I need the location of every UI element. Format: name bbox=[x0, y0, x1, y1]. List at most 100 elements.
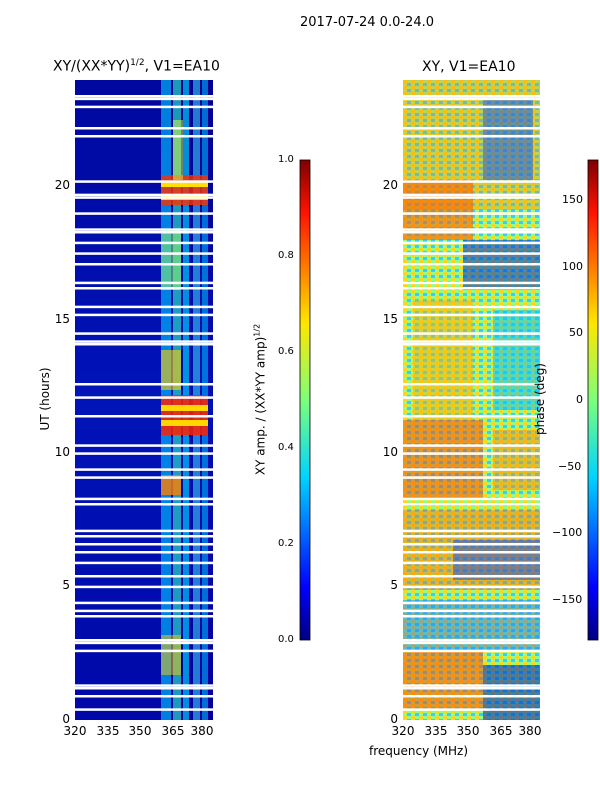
amp-cb-tick-4: 0.8 bbox=[278, 250, 294, 261]
phase-cb-tick-m100: −100 bbox=[552, 526, 583, 539]
flagged-row-24 bbox=[75, 396, 213, 399]
amp-colorbar-label-text: XY amp. / (XX*YY amp) bbox=[253, 336, 268, 476]
flagged-row-6 bbox=[403, 639, 540, 642]
flagged-row-14 bbox=[403, 543, 540, 546]
flagged-row-38 bbox=[403, 212, 540, 215]
flagged-row-15 bbox=[75, 535, 213, 538]
flagged-row-9 bbox=[403, 601, 540, 605]
flagged-row-44 bbox=[403, 105, 540, 109]
flagged-row-31 bbox=[75, 287, 213, 290]
flagged-row-41 bbox=[403, 180, 540, 183]
phase-cb-tick-0: 0 bbox=[576, 393, 583, 406]
flagged-row-35 bbox=[75, 241, 213, 245]
flagged-row-46 bbox=[75, 95, 213, 98]
right-y-tick-0: 0 bbox=[390, 712, 398, 726]
flagged-row-28 bbox=[75, 332, 213, 335]
flagged-row-26 bbox=[75, 343, 213, 346]
flagged-row-36 bbox=[403, 231, 540, 234]
suptitle: 2017-07-24 0.0-24.0 bbox=[300, 15, 434, 30]
left-title-main: XY/(XX*YY) bbox=[53, 58, 131, 75]
left-y-tick-15: 15 bbox=[54, 312, 70, 326]
amp-colorbar bbox=[299, 159, 311, 641]
left-y-tick-10: 10 bbox=[54, 445, 70, 459]
flagged-row-27 bbox=[75, 340, 213, 343]
flagged-row-5 bbox=[75, 641, 213, 645]
flagged-row-19 bbox=[75, 476, 213, 479]
right-y-tick-20: 20 bbox=[382, 178, 398, 192]
flagged-row-31 bbox=[403, 287, 540, 290]
right-x-tick-320: 320 bbox=[391, 724, 415, 738]
flagged-row-4 bbox=[75, 649, 213, 653]
flagged-row-1 bbox=[75, 695, 213, 698]
flagged-row-26 bbox=[403, 343, 540, 346]
flagged-row-13 bbox=[75, 551, 213, 554]
left-chart-title: XY/(XX*YY)1/2, V1=EA10 bbox=[53, 58, 220, 75]
left-y-tick-5: 5 bbox=[62, 578, 70, 592]
flagged-row-37 bbox=[75, 228, 213, 231]
flagged-row-42 bbox=[75, 135, 213, 138]
right-heatmap bbox=[403, 80, 540, 720]
flagged-row-11 bbox=[403, 575, 540, 578]
flagged-row-20 bbox=[75, 468, 213, 471]
amp-colorbar-label: XY amp. / (XX*YY amp)1/2 bbox=[253, 300, 268, 500]
left-x-tick-365: 365 bbox=[161, 724, 185, 738]
flagged-row-0 bbox=[75, 708, 213, 711]
flagged-row-28 bbox=[403, 332, 540, 335]
right-x-tick-380: 380 bbox=[518, 724, 542, 738]
flagged-row-23 bbox=[75, 415, 213, 418]
flagged-row-0 bbox=[403, 708, 540, 711]
phase-colorbar bbox=[587, 159, 599, 641]
flagged-row-22 bbox=[403, 444, 540, 447]
left-x-tick-320: 320 bbox=[63, 724, 87, 738]
flagged-row-32 bbox=[403, 281, 540, 285]
flagged-row-29 bbox=[75, 313, 213, 317]
flagged-row-7 bbox=[75, 615, 213, 618]
flagged-row-41 bbox=[75, 180, 213, 183]
amp-cb-tick-5: 1.0 bbox=[278, 154, 294, 165]
phase-cb-tick-m150: −150 bbox=[552, 593, 583, 606]
flagged-row-7 bbox=[403, 615, 540, 618]
flagged-row-30 bbox=[403, 305, 540, 309]
amp-colorbar-label-sup: 1/2 bbox=[252, 323, 262, 337]
left-y-tick-0: 0 bbox=[62, 712, 70, 726]
left-heatmap bbox=[75, 80, 213, 720]
flagged-row-2 bbox=[403, 687, 540, 690]
amp-cb-tick-0: 0.0 bbox=[278, 634, 294, 645]
flagged-row-4 bbox=[403, 649, 540, 653]
phase-cb-tick-100: 100 bbox=[562, 260, 583, 273]
right-flagged-rows bbox=[403, 95, 540, 711]
flagged-row-3 bbox=[75, 684, 213, 687]
right-y-tick-15: 15 bbox=[382, 312, 398, 326]
flagged-row-29 bbox=[403, 313, 540, 317]
flagged-row-11 bbox=[75, 575, 213, 578]
right-x-tick-365: 365 bbox=[489, 724, 513, 738]
flagged-row-3 bbox=[403, 684, 540, 687]
right-chart-title: XY, V1=EA10 bbox=[422, 59, 516, 75]
flagged-row-22 bbox=[75, 444, 213, 447]
left-y-tick-20: 20 bbox=[54, 178, 70, 192]
flagged-row-34 bbox=[75, 252, 213, 255]
flagged-row-45 bbox=[403, 97, 540, 101]
flagged-row-25 bbox=[75, 383, 213, 386]
flagged-row-12 bbox=[403, 561, 540, 565]
phase-colorbar-label: phase (deg) bbox=[533, 363, 547, 436]
amp-cb-tick-3: 0.6 bbox=[278, 346, 294, 357]
flagged-row-38 bbox=[75, 212, 213, 215]
flagged-row-6 bbox=[75, 639, 213, 642]
flagged-row-39 bbox=[75, 196, 213, 199]
flagged-row-23 bbox=[403, 415, 540, 418]
flagged-row-27 bbox=[403, 340, 540, 343]
flagged-row-15 bbox=[403, 535, 540, 538]
flagged-row-35 bbox=[403, 241, 540, 245]
flagged-row-5 bbox=[403, 641, 540, 645]
flagged-row-36 bbox=[75, 231, 213, 234]
phase-cb-tick-50: 50 bbox=[569, 326, 583, 339]
flagged-row-44 bbox=[75, 105, 213, 109]
flagged-row-8 bbox=[75, 609, 213, 613]
flagged-row-9 bbox=[75, 601, 213, 605]
amp-cb-tick-1: 0.2 bbox=[278, 538, 294, 549]
right-y-tick-5: 5 bbox=[390, 578, 398, 592]
flagged-row-45 bbox=[75, 97, 213, 101]
flagged-row-18 bbox=[75, 497, 213, 501]
flagged-row-21 bbox=[403, 452, 540, 455]
